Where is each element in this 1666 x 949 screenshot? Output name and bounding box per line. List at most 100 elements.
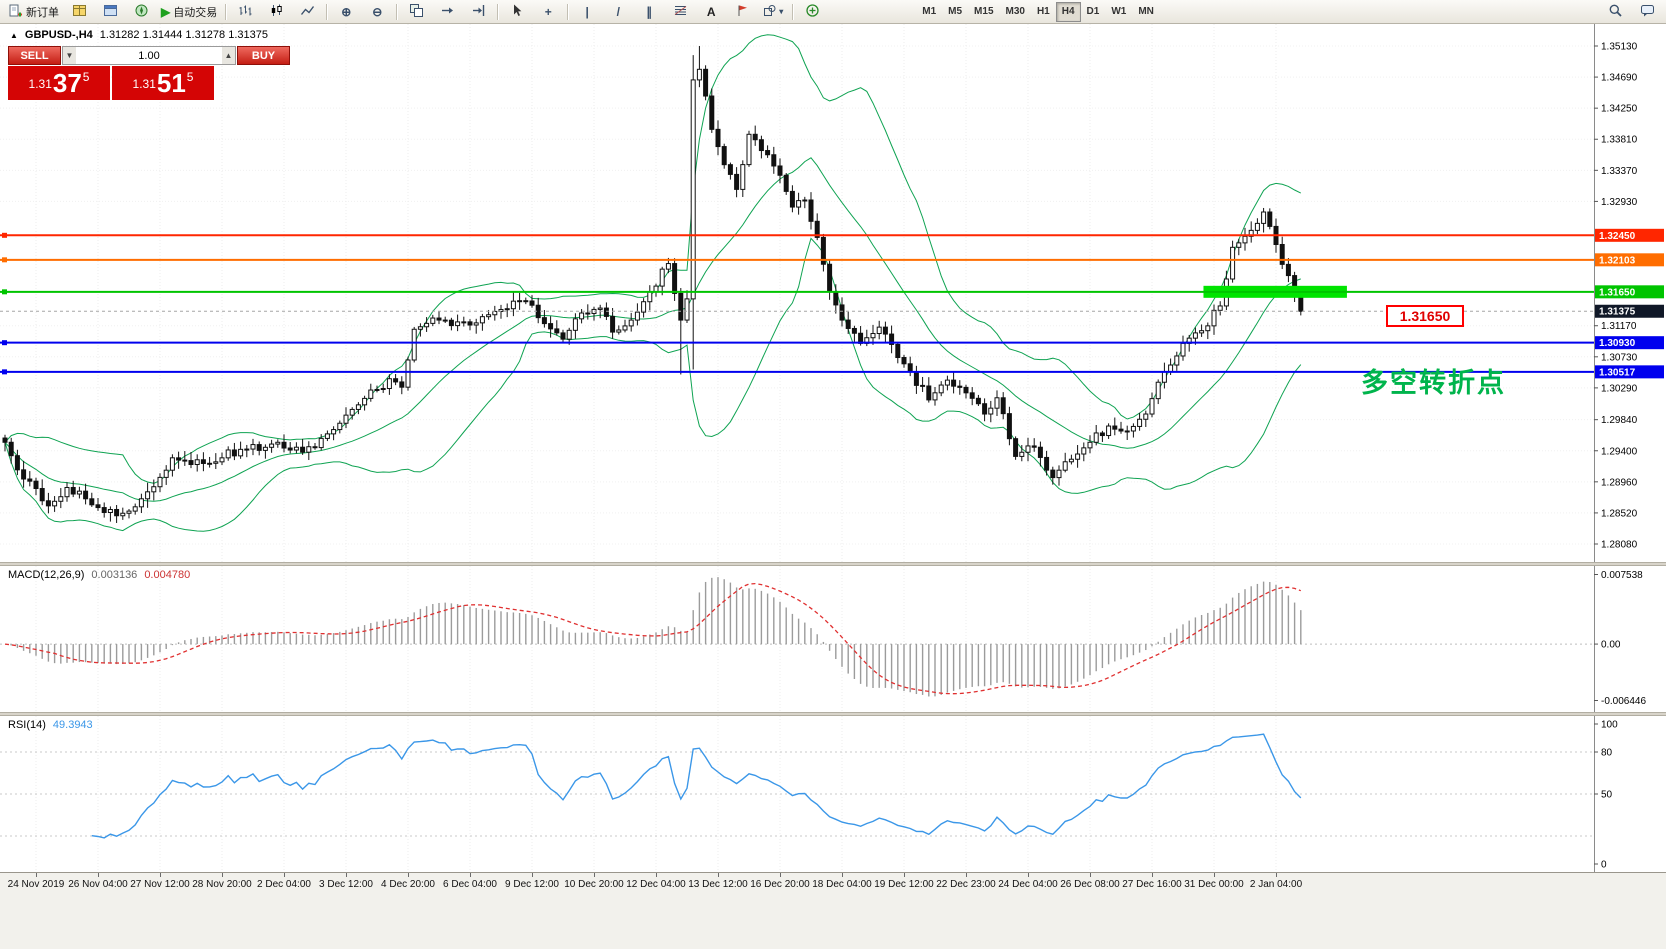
tile-windows-button[interactable] xyxy=(401,1,431,23)
panel-separator[interactable] xyxy=(0,562,1666,566)
timeframe-button-m15[interactable]: M15 xyxy=(974,6,994,17)
time-label: 3 Dec 12:00 xyxy=(319,879,373,890)
time-label: 9 Dec 12:00 xyxy=(505,879,559,890)
fibonacci-button[interactable] xyxy=(665,1,695,23)
toolbar-separator xyxy=(792,3,794,20)
main-chart-panel[interactable]: 1.35130 1.34690 1.34250 1.33810 1.33370 1.329… xyxy=(0,24,1666,562)
buy-button[interactable]: BUY xyxy=(237,46,290,65)
lot-increase-button[interactable]: ▲ xyxy=(222,47,235,64)
crosshair-button[interactable]: + xyxy=(533,1,563,23)
price-level-label[interactable]: 1.31650 xyxy=(1386,305,1464,327)
zoom-in-button[interactable]: ⊕ xyxy=(331,1,361,23)
chart-shift-button[interactable] xyxy=(463,1,493,23)
search-button[interactable] xyxy=(1600,1,1630,23)
svg-text:50: 50 xyxy=(1601,790,1613,801)
bollinger-bands xyxy=(4,34,1302,532)
navigator-button[interactable] xyxy=(126,1,156,23)
market-watch-button[interactable] xyxy=(64,1,94,23)
rsi-axis[interactable]: 100 80 50 0 xyxy=(1594,720,1618,871)
buy-price-sup: 5 xyxy=(186,70,194,84)
sell-price-display[interactable]: 1.31 37 5 xyxy=(8,66,110,100)
panel-separator[interactable] xyxy=(0,712,1666,716)
macd-name: MACD(12,26,9) xyxy=(8,569,85,581)
lot-size-input[interactable] xyxy=(76,47,222,64)
timeframe-button-m1[interactable]: M1 xyxy=(922,6,937,17)
tile-windows-icon xyxy=(409,3,424,21)
macd-canvas[interactable]: 0.007538 0.00 -0.006446 xyxy=(0,566,1666,712)
zoom-out-button[interactable]: ⊖ xyxy=(362,1,392,23)
svg-text:1.28960: 1.28960 xyxy=(1601,477,1638,488)
chart-text-annotation[interactable]: 多空转折点 xyxy=(1361,368,1506,398)
time-tick xyxy=(160,873,161,877)
time-tick xyxy=(346,873,347,877)
candlestick-chart-button[interactable] xyxy=(261,1,291,23)
arrow-label-button[interactable] xyxy=(727,1,757,23)
timeframe-button-h4[interactable]: H4 xyxy=(1055,1,1081,22)
channel-button[interactable]: ∥ xyxy=(634,1,664,23)
horizontal-line-object[interactable] xyxy=(0,340,1594,346)
auto-scroll-button[interactable] xyxy=(432,1,462,23)
timeframe-button-m5[interactable]: M5 xyxy=(948,6,963,17)
svg-text:1.30730: 1.30730 xyxy=(1601,352,1638,363)
main-chart-canvas[interactable]: 1.35130 1.34690 1.34250 1.33810 1.33370 1.329… xyxy=(0,24,1666,562)
lot-decrease-button[interactable]: ▼ xyxy=(63,47,76,64)
equidistant-channel-icon: ∥ xyxy=(646,4,653,19)
cursor-button[interactable] xyxy=(502,1,532,23)
bar-chart-button[interactable] xyxy=(230,1,260,23)
horizontal-line-object[interactable] xyxy=(0,257,1594,263)
macd-axis[interactable]: 0.007538 0.00 -0.006446 xyxy=(1594,570,1646,707)
lot-size-control: ▼ ▲ xyxy=(62,46,236,65)
chevron-down-icon: ▾ xyxy=(779,6,784,16)
time-tick xyxy=(222,873,223,877)
time-label: 22 Dec 23:00 xyxy=(936,879,996,890)
timeframe-button-d1[interactable]: D1 xyxy=(1086,6,1100,17)
horizontal-line-object[interactable] xyxy=(0,232,1594,238)
text-button[interactable]: A xyxy=(696,1,726,23)
timeframe-button-m30[interactable]: M30 xyxy=(1005,6,1025,17)
price-axis-tag: 1.32103 xyxy=(1595,253,1664,267)
time-label: 13 Dec 12:00 xyxy=(688,879,748,890)
rsi-panel[interactable]: 100 80 50 0 RSI(14) 49.3943 xyxy=(0,716,1666,872)
toolbar-separator xyxy=(497,3,499,20)
new-order-button[interactable]: 新订单 xyxy=(4,1,63,23)
horizontal-line-object[interactable] xyxy=(0,369,1594,375)
crosshair-icon: + xyxy=(544,4,552,19)
macd-panel[interactable]: 0.007538 0.00 -0.006446 MACD(12,26,9) 0.00… xyxy=(0,566,1666,712)
cursor-icon xyxy=(510,3,525,21)
time-label: 24 Nov 2019 xyxy=(7,879,65,890)
timeframe-button-mn[interactable]: MN xyxy=(1138,6,1154,17)
sell-button[interactable]: SELL xyxy=(8,46,61,65)
svg-text:1.29840: 1.29840 xyxy=(1601,415,1638,426)
time-label: 26 Dec 08:00 xyxy=(1060,879,1120,890)
arrow-label-icon xyxy=(735,3,750,21)
indicators-button[interactable] xyxy=(797,1,827,23)
community-button[interactable] xyxy=(1632,1,1662,23)
timeframe-button-w1[interactable]: W1 xyxy=(1111,6,1127,17)
time-label: 27 Nov 12:00 xyxy=(130,879,190,890)
vertical-line-icon: | xyxy=(585,4,589,19)
timeframe-button-h1[interactable]: H1 xyxy=(1036,6,1050,17)
time-axis[interactable]: 24 Nov 2019 26 Nov 04:00 27 Nov 12:00 28 No… xyxy=(0,872,1666,949)
buy-price-display[interactable]: 1.31 51 5 xyxy=(112,66,214,100)
autotrade-button[interactable]: ▶ 自动交易 xyxy=(157,1,221,23)
chart-ohlc-header: ▲ GBPUSD-,H4 1.31282 1.31444 1.31278 1.3… xyxy=(10,29,268,41)
trendline-button[interactable]: / xyxy=(603,1,633,23)
time-label: 4 Dec 20:00 xyxy=(381,879,435,890)
one-click-trade-panel: SELL ▼ ▲ BUY 1.31 37 5 1.31 51 5 xyxy=(8,46,290,100)
toolbar: 新订单 ▶ 自动交易 xyxy=(0,0,1666,24)
toolbar-separator xyxy=(225,3,227,20)
rsi-canvas[interactable]: 100 80 50 0 xyxy=(0,716,1666,872)
chat-bubble-icon xyxy=(1640,3,1655,21)
horizontal-line-object[interactable] xyxy=(0,289,1594,295)
data-window-button[interactable] xyxy=(95,1,125,23)
time-tick xyxy=(1276,873,1277,877)
toolbar-separator xyxy=(326,3,328,20)
vertical-line-button[interactable]: | xyxy=(572,1,602,23)
shapes-dropdown-button[interactable]: ▾ xyxy=(758,1,788,23)
price-axis[interactable]: 1.35130 1.34690 1.34250 1.33810 1.33370 1.329… xyxy=(1594,42,1638,551)
svg-text:1.30290: 1.30290 xyxy=(1601,383,1638,394)
time-tick xyxy=(656,873,657,877)
line-chart-button[interactable] xyxy=(292,1,322,23)
text-icon: A xyxy=(706,4,716,19)
